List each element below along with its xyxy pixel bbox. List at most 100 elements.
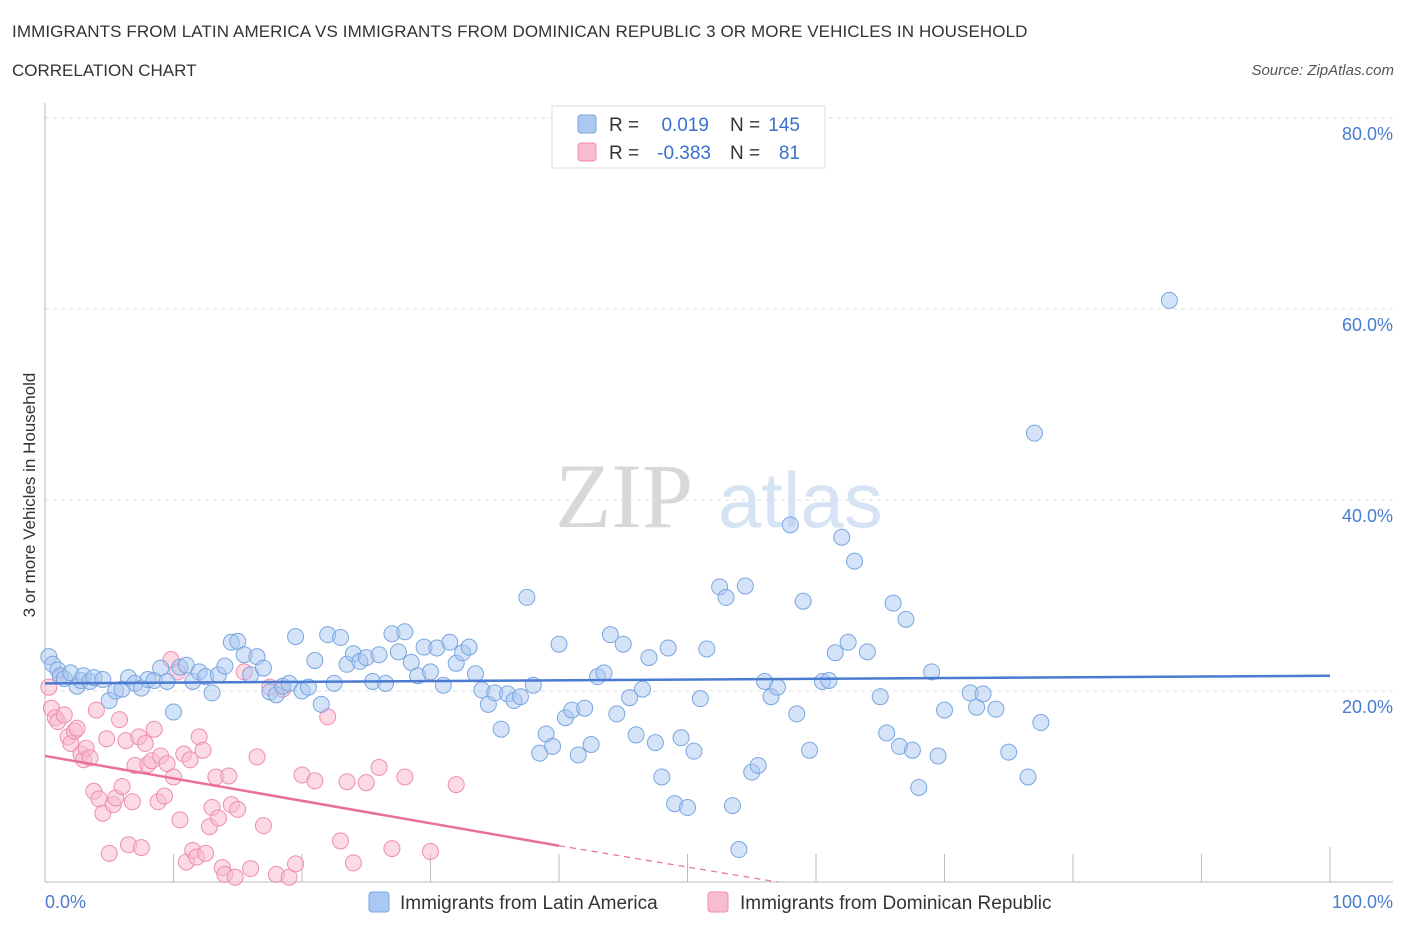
bottom-legend-label-dominican-republic: Immigrants from Dominican Republic (740, 893, 1052, 914)
point-latin-america-86 (576, 699, 594, 717)
point-latin-america-105 (698, 640, 716, 658)
point-latin-america-141 (1000, 743, 1018, 761)
point-latin-america-121 (820, 671, 838, 689)
point-dominican-republic-23 (113, 778, 131, 795)
point-latin-america-81 (544, 737, 562, 755)
legend-n-value-latin-america: 145 (768, 115, 800, 136)
point-latin-america-87 (582, 735, 600, 753)
point-dominican-republic-18 (98, 730, 116, 748)
point-latin-america-127 (871, 688, 889, 706)
trendline-dominican-republic-extrapolated (558, 845, 778, 883)
tick-labels: 20.0% 40.0% 60.0% 80.0% 0.0% 100.0% (45, 124, 1393, 912)
legend-r-value-dominican-republic: -0.383 (657, 143, 711, 164)
point-dominican-republic-29 (132, 839, 150, 857)
point-dominican-republic-44 (181, 751, 199, 769)
point-latin-america-115 (768, 678, 786, 696)
point-dominican-republic-48 (194, 741, 212, 759)
y-tick-label-40: 40.0% (1342, 506, 1393, 526)
point-dominican-republic-80 (447, 776, 465, 794)
point-latin-america-140 (987, 700, 1005, 718)
trend-lines (44, 674, 1331, 883)
point-dominican-republic-59 (229, 800, 247, 818)
point-latin-america-126 (858, 643, 876, 661)
bottom-legend: Immigrants from Latin America Immigrants… (368, 891, 1052, 914)
legend-r-label-1: R = (609, 115, 639, 136)
point-latin-america-107 (717, 588, 735, 606)
legend-n-label-2: N = (730, 143, 760, 164)
point-dominican-republic-72 (332, 832, 350, 850)
legend-n-value-dominican-republic: 81 (779, 143, 800, 164)
bottom-legend-swatch-latin-america (368, 891, 390, 913)
point-latin-america-108 (723, 797, 741, 815)
point-latin-america-116 (781, 516, 799, 534)
x-tick-label-min: 0.0% (45, 892, 86, 912)
point-latin-america-92 (614, 635, 632, 653)
point-latin-america-139 (974, 685, 992, 703)
point-latin-america-48 (332, 629, 350, 647)
point-latin-america-129 (884, 594, 902, 612)
point-latin-america-76 (511, 688, 529, 706)
point-latin-america-112 (749, 756, 767, 774)
grid (45, 117, 1395, 692)
chart-title: IMMIGRANTS FROM LATIN AMERICA VS IMMIGRA… (12, 22, 1028, 41)
point-latin-america-142 (1019, 768, 1037, 786)
point-latin-america-45 (312, 695, 330, 713)
point-latin-america-119 (801, 741, 819, 759)
axes (44, 103, 1393, 883)
series-dominican-republic-points (40, 650, 465, 886)
point-latin-america-143 (1032, 714, 1050, 732)
point-dominican-republic-62 (248, 748, 266, 766)
point-latin-america-22 (165, 703, 182, 721)
point-dominican-republic-56 (220, 767, 238, 785)
point-latin-america-89 (595, 664, 613, 682)
legend-box: R = 0.019 N = 145 R = -0.383 N = 81 (551, 105, 826, 169)
point-latin-america-110 (736, 577, 754, 595)
point-latin-america-102 (679, 799, 696, 817)
point-latin-america-43 (299, 678, 317, 696)
point-dominican-republic-15 (87, 701, 105, 719)
point-latin-america-47 (325, 674, 343, 692)
point-latin-america-85 (569, 746, 587, 764)
point-dominican-republic-33 (145, 720, 163, 738)
point-latin-america-77 (518, 588, 536, 606)
point-dominican-republic-9 (68, 719, 86, 737)
point-dominican-republic-63 (254, 817, 272, 835)
legend-r-label-2: R = (609, 143, 639, 164)
legend-swatch-latin-america (577, 114, 597, 134)
point-dominican-republic-79 (422, 842, 439, 860)
point-dominican-republic-41 (171, 811, 189, 829)
point-dominican-republic-49 (197, 844, 215, 862)
point-latin-america-55 (377, 674, 395, 692)
point-latin-america-93 (621, 689, 639, 707)
point-latin-america-54 (370, 646, 388, 664)
point-latin-america-90 (601, 626, 619, 644)
watermark-zip: ZIP (555, 445, 693, 547)
point-dominican-republic-22 (111, 711, 129, 729)
point-latin-america-136 (936, 701, 953, 719)
point-latin-america-57 (389, 643, 407, 661)
point-latin-america-58 (396, 623, 414, 641)
point-latin-america-144 (1025, 424, 1043, 442)
point-latin-america-99 (659, 639, 677, 657)
point-latin-america-124 (839, 633, 857, 651)
point-dominican-republic-30 (136, 735, 154, 753)
point-latin-america-44 (306, 651, 324, 669)
y-tick-label-60: 60.0% (1342, 315, 1393, 335)
trendline-dominican-republic (44, 754, 560, 847)
point-latin-america-36 (254, 659, 272, 677)
point-dominican-republic-76 (370, 758, 388, 776)
point-dominican-republic-75 (357, 774, 375, 792)
point-dominican-republic-70 (306, 772, 324, 790)
point-latin-america-117 (788, 705, 806, 723)
watermark: ZIP atlas (555, 445, 883, 547)
point-latin-america-104 (691, 690, 709, 708)
point-dominican-republic-61 (242, 860, 260, 878)
point-latin-america-131 (897, 610, 915, 628)
point-latin-america-28 (203, 684, 221, 702)
point-latin-america-94 (627, 726, 645, 744)
point-latin-america-122 (826, 644, 844, 662)
point-latin-america-64 (434, 676, 452, 694)
y-axis-label: 3 or more Vehicles in Household (20, 373, 39, 618)
point-latin-america-30 (216, 657, 234, 675)
